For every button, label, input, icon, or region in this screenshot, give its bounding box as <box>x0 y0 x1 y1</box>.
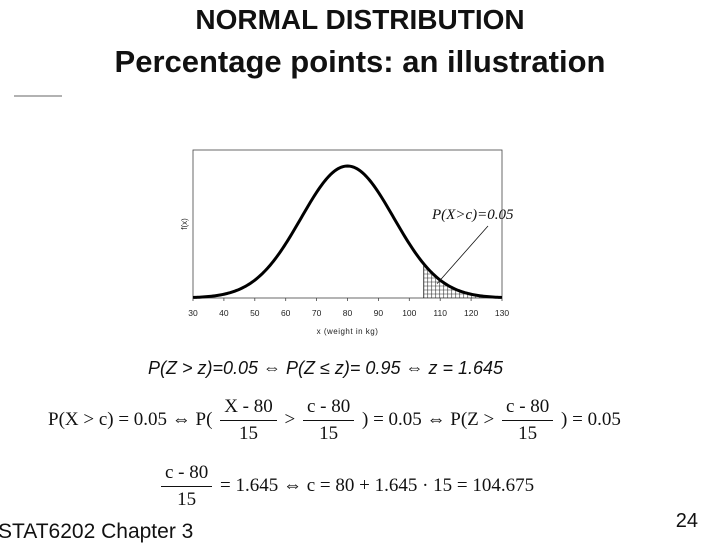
fraction-c3-num: c - 80 <box>161 462 213 487</box>
fraction-c1-den: 15 <box>319 423 339 444</box>
fraction-c2: c - 80 15 <box>502 396 554 445</box>
fraction-c2-den: 15 <box>518 423 538 444</box>
tiny-decoration <box>14 95 62 97</box>
fraction-c1-num: c - 80 <box>302 396 355 421</box>
fraction-x-den: 15 <box>238 423 258 444</box>
eq2-part1: P(X > c) = 0.05 ⇔ P( <box>48 408 213 430</box>
eq2-part2: ) = 0.05 ⇔ P(Z > <box>362 408 495 430</box>
x-tick-label: 130 <box>495 308 509 318</box>
annotation-pointer <box>436 225 489 284</box>
page-number: 24 <box>675 510 698 532</box>
eq2-gt: > <box>284 408 296 430</box>
solution-equation: c - 80 15 = 1.645 ⇔ c = 80 + 1.645 · 15 … <box>158 462 534 511</box>
slide-title: NORMAL DISTRIBUTION <box>195 4 525 35</box>
x-tick-label: 70 <box>312 308 322 318</box>
slide-subtitle: Percentage points: an illustration <box>114 44 606 79</box>
fraction-c3-den: 15 <box>177 489 197 510</box>
z-equation: P(Z > z)=0.05 ⇔ P(Z ≤ z)= 0.95 ⇔ z = 1.6… <box>148 358 504 378</box>
density-curve <box>192 164 503 299</box>
annotation-label: P(X>c)=0.05 <box>431 207 514 223</box>
fraction-x: X - 80 15 <box>220 396 277 445</box>
x-tick-label: 40 <box>219 308 229 318</box>
x-axis-label: x (weight in kg) <box>317 327 379 336</box>
fraction-c1: c - 80 15 <box>302 396 355 445</box>
x-tick-label: 100 <box>402 308 416 318</box>
x-tick-label: 110 <box>433 308 447 318</box>
x-tick-label: 60 <box>281 308 291 318</box>
y-axis-label: f(x) <box>180 218 189 230</box>
x-tick-label: 120 <box>464 308 478 318</box>
x-tick-label: 30 <box>188 308 198 318</box>
eq3-rest: = 1.645 ⇔ c = 80 + 1.645 · 15 = 104.675 <box>220 474 535 496</box>
fraction-c3: c - 80 15 <box>161 462 213 511</box>
fraction-x-num: X - 80 <box>220 396 277 421</box>
footer-course: STAT6202 Chapter 3 <box>0 520 194 543</box>
x-tick-label: 80 <box>343 308 353 318</box>
eq2-part3: ) = 0.05 <box>561 408 621 430</box>
x-tick-label: 90 <box>374 308 384 318</box>
x-tick-label: 50 <box>250 308 260 318</box>
probability-equation: P(X > c) = 0.05 ⇔ P( X - 80 15 > c - 80 … <box>48 396 621 445</box>
fraction-c2-num: c - 80 <box>502 396 554 421</box>
plot-frame <box>192 149 503 299</box>
